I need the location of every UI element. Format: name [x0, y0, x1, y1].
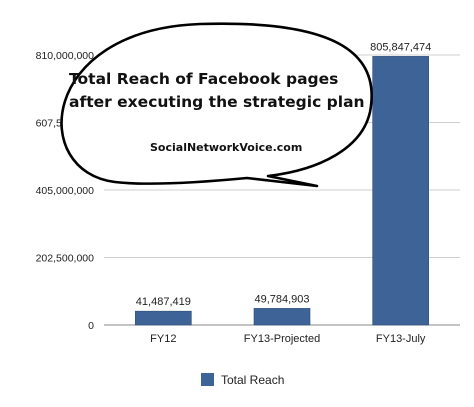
callout-line-2: after executing the strategic plan — [69, 93, 365, 111]
bars — [135, 56, 429, 326]
x-axis: FY12 FY13-Projected FY13-July — [150, 333, 426, 345]
legend-swatch — [201, 373, 214, 386]
y-tick-label: 810,000,000 — [36, 50, 95, 62]
callout-line-1: Total Reach of Facebook pages — [69, 70, 338, 88]
legend: Total Reach — [201, 373, 284, 387]
bar — [372, 56, 429, 326]
callout-site: SocialNetworkVoice.com — [150, 141, 302, 154]
speech-bubble — [60, 22, 373, 188]
bar — [135, 310, 192, 326]
x-tick-label: FY13-Projected — [244, 333, 320, 345]
legend-label: Total Reach — [221, 373, 284, 387]
data-labels: 41,487,419 49,784,903 805,847,474 — [136, 41, 431, 308]
data-label: 805,847,474 — [370, 41, 431, 53]
y-tick-label: 202,500,000 — [36, 253, 95, 265]
x-tick-label: FY12 — [150, 333, 176, 345]
data-label: 41,487,419 — [136, 296, 191, 308]
data-label: 49,784,903 — [254, 293, 309, 305]
speech-bubble-callout: Total Reach of Facebook pages after exec… — [60, 22, 373, 188]
bar — [253, 308, 311, 326]
y-tick-label: 405,000,000 — [36, 185, 95, 197]
x-tick-label: FY13-July — [376, 333, 426, 345]
y-tick-label: 0 — [88, 320, 94, 332]
